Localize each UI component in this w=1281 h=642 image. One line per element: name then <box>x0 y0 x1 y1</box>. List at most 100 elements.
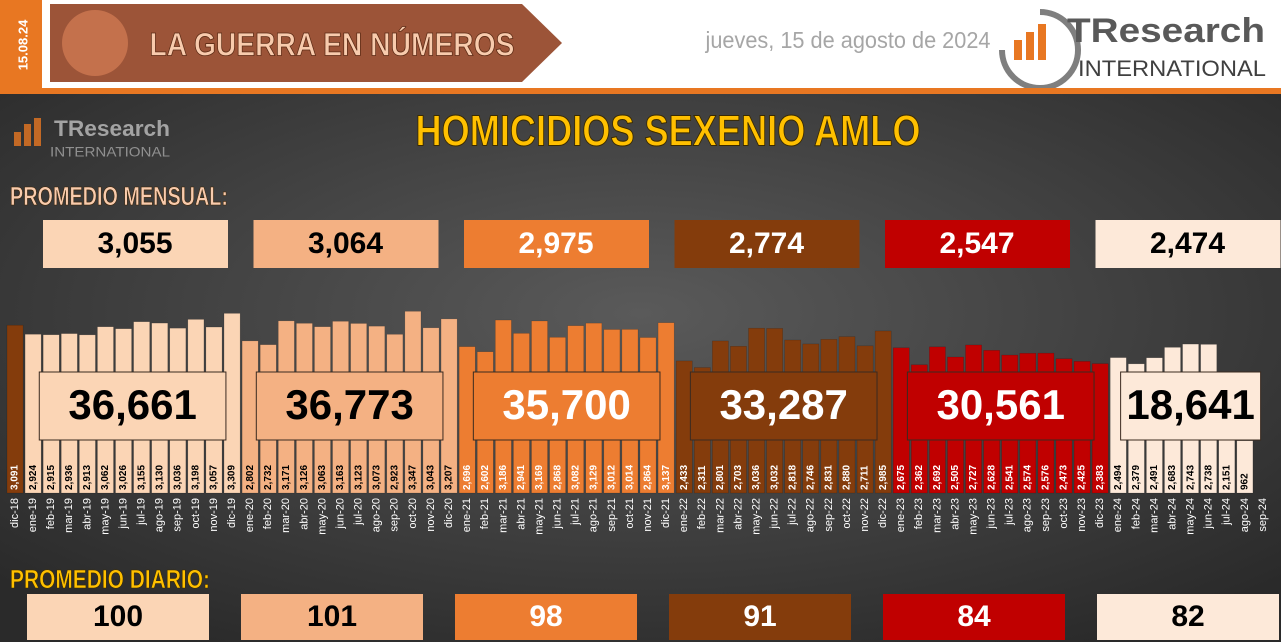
logo: TResearch INTERNATIONAL <box>999 9 1266 91</box>
x-tick-label: sep-20 <box>389 498 401 532</box>
x-tick-label: dic-22 <box>877 498 889 528</box>
value-label: 3,169 <box>534 465 545 490</box>
value-label: 3,091 <box>10 465 21 490</box>
value-label: 3,057 <box>209 465 220 490</box>
header-rule <box>0 88 1281 94</box>
value-label: 2,491 <box>1149 465 1160 490</box>
value-label: 3,126 <box>299 465 310 490</box>
value-label: 2,362 <box>914 465 925 490</box>
x-tick-label: jul-23 <box>1004 498 1016 526</box>
x-tick-label: abr-20 <box>298 498 310 530</box>
total-box <box>472 371 661 441</box>
value-label: 2,727 <box>968 465 979 490</box>
x-tick-label: jul-24 <box>1221 498 1233 526</box>
value-label: 3,137 <box>661 465 672 490</box>
x-tick-label: nov-21 <box>642 498 654 532</box>
logo-bar <box>1026 32 1034 60</box>
x-tick-label: jun-22 <box>769 498 781 530</box>
x-tick-label: may-22 <box>750 498 762 535</box>
x-tick-label: sep-19 <box>172 498 184 532</box>
monthly-avg: 2,474 <box>1150 227 1225 260</box>
x-tick-label: feb-19 <box>45 498 57 529</box>
logo-bar <box>34 118 41 146</box>
logo-tagline: INTERNATIONAL <box>1078 56 1266 81</box>
x-tick-label: oct-20 <box>407 498 419 529</box>
x-tick-label: oct-22 <box>841 498 853 529</box>
daily-avg-box <box>669 594 851 640</box>
value-label: 2,576 <box>1041 465 1052 490</box>
x-tick-label: mar-21 <box>497 498 509 533</box>
value-label: 2,379 <box>1131 465 1142 490</box>
dateline: jueves, 15 de agosto de 2024 <box>705 27 991 53</box>
x-tick-label: jul-21 <box>570 498 582 526</box>
value-label: 2,602 <box>480 465 491 490</box>
x-tick-label: abr-21 <box>515 498 527 530</box>
bar <box>1236 440 1254 494</box>
x-tick-label: nov-23 <box>1076 498 1088 532</box>
value-label: 2,915 <box>46 465 57 490</box>
x-tick-label: dic-19 <box>226 498 238 528</box>
x-tick-label: feb-24 <box>1130 498 1142 529</box>
x-tick-label: oct-21 <box>624 498 636 529</box>
value-label: 2,696 <box>462 465 473 490</box>
monthly-avg: 2,547 <box>939 227 1014 260</box>
total-box <box>38 371 227 441</box>
value-label: 2,505 <box>950 465 961 490</box>
value-label: 2,151 <box>1221 465 1232 490</box>
value-label: 2,831 <box>824 465 835 490</box>
monthly-avg-box <box>885 220 1070 268</box>
x-tick-label: jun-23 <box>986 498 998 530</box>
x-tick-label: dic-20 <box>443 498 455 528</box>
bar <box>6 324 24 494</box>
value-label: 3,073 <box>371 465 382 490</box>
x-tick-label: abr-24 <box>1166 498 1178 530</box>
value-label: 2,880 <box>842 465 853 490</box>
header-date: 15.08.24 <box>15 19 30 70</box>
section-title: LA GUERRA EN NÚMEROS <box>150 26 515 62</box>
value-label: 3,171 <box>281 465 292 490</box>
value-label: 3,012 <box>607 465 618 490</box>
value-label: 2,924 <box>28 465 39 490</box>
x-tick-label: abr-22 <box>732 498 744 530</box>
monthly-avg-box <box>464 220 649 268</box>
x-tick-label: feb-20 <box>262 498 274 529</box>
x-tick-label: dic-21 <box>660 498 672 528</box>
x-tick-label: sep-23 <box>1040 498 1052 532</box>
value-label: 2,801 <box>715 465 726 490</box>
x-tick-label: may-23 <box>967 498 979 535</box>
value-label: 3,063 <box>317 465 328 490</box>
value-label: 2,494 <box>1113 465 1124 490</box>
x-tick-label: oct-19 <box>190 498 202 529</box>
value-label: 3,123 <box>353 465 364 490</box>
total-box <box>255 371 444 441</box>
value-label: 2,541 <box>1004 465 1015 490</box>
x-tick-label: may-24 <box>1185 498 1197 535</box>
monthly-avg-box <box>1095 220 1281 268</box>
logo-brand: TResearch <box>54 116 170 141</box>
daily-avg: 84 <box>957 600 991 633</box>
x-tick-label: sep-22 <box>823 498 835 532</box>
total-box <box>1120 371 1262 441</box>
chart-title: HOMICIDIOS SEXENIO AMLO <box>416 107 921 156</box>
daily-avg: 100 <box>93 600 143 633</box>
value-label: 3,032 <box>769 465 780 490</box>
value-label: 2,692 <box>932 465 943 490</box>
value-label: 2,913 <box>82 465 93 490</box>
x-tick-label: ene-22 <box>678 498 690 532</box>
x-tick-label: mar-20 <box>280 498 292 533</box>
value-label: 3,062 <box>100 465 111 490</box>
value-label: 3,309 <box>227 465 238 490</box>
value-label: 2,732 <box>263 465 274 490</box>
value-label: 2,433 <box>679 465 690 490</box>
value-label: 2,746 <box>805 465 816 490</box>
value-label: 3,130 <box>154 465 165 490</box>
daily-avg-box <box>27 594 209 640</box>
total-label: 18,641 <box>1126 381 1254 428</box>
value-label: 2,628 <box>986 465 997 490</box>
value-label: 2,923 <box>389 465 400 490</box>
logo-tagline: INTERNATIONAL <box>50 144 170 160</box>
x-tick-label: nov-19 <box>208 498 220 532</box>
value-label: 3,014 <box>625 465 636 490</box>
